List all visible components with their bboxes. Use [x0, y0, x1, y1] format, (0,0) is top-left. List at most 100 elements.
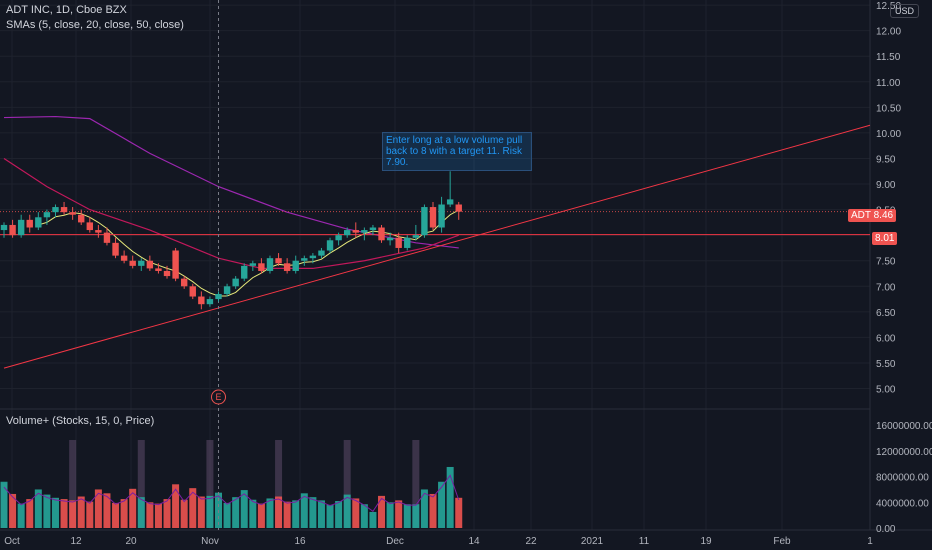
volume-tick-label: 16000000.00	[876, 421, 932, 432]
time-tick-label: 11	[639, 536, 650, 547]
candle-body	[446, 199, 454, 205]
candle-body	[369, 227, 377, 231]
time-tick-label: 14	[468, 536, 480, 547]
candle-body	[112, 242, 119, 256]
volume-ghost-bar	[343, 439, 351, 528]
volume-bar	[197, 496, 205, 528]
candle-body	[17, 219, 25, 236]
annotation-note[interactable]: Enter long at a low volume pull back to …	[382, 132, 532, 171]
ticker-badge: ADT 8.46	[848, 209, 897, 222]
volume-ghost-bar	[137, 439, 145, 528]
candle-body	[198, 296, 205, 305]
candle-body	[172, 250, 179, 279]
volume-bar	[51, 497, 59, 528]
price-tick-label: 9.50	[876, 154, 896, 165]
volume-bar	[17, 503, 25, 528]
time-tick-label: 19	[700, 536, 712, 547]
volume-bar	[112, 502, 120, 528]
sma5-line	[38, 209, 459, 297]
time-tick-label: 22	[525, 536, 537, 547]
volume-bar	[120, 499, 128, 528]
volume-legend[interactable]: Volume+ (Stocks, 15, 0, Price)	[6, 415, 155, 427]
volume-bar	[369, 511, 377, 528]
volume-average-line	[3, 474, 460, 513]
volume-bar	[34, 489, 42, 528]
candle-body	[352, 230, 359, 233]
candle-body	[429, 207, 437, 228]
volume-bar	[223, 502, 231, 528]
candle-body	[35, 217, 42, 228]
volume-bar	[43, 494, 51, 528]
volume-bar	[69, 500, 77, 528]
last-price-badge: 8.46	[873, 210, 894, 221]
volume-bar	[129, 488, 137, 528]
candle-body	[249, 263, 257, 266]
volume-ghost-bar	[275, 439, 283, 528]
price-tick-label: 10.00	[876, 129, 901, 140]
candle-body	[163, 270, 171, 277]
price-tick-label: 5.50	[876, 359, 896, 370]
volume-bar	[317, 500, 325, 528]
candle-body	[361, 230, 368, 233]
candle-body	[258, 263, 265, 271]
currency-label[interactable]: USD	[890, 4, 920, 18]
candle-body	[215, 293, 222, 300]
candle-body	[421, 207, 428, 236]
candle-body	[95, 230, 102, 233]
grid	[0, 0, 871, 530]
volume-tick-label: 12000000.00	[876, 447, 932, 458]
volume-bar	[343, 494, 351, 528]
candle-body	[0, 224, 8, 231]
volume-bar	[283, 501, 291, 528]
candle-body	[60, 207, 68, 213]
volume-bar	[180, 499, 188, 528]
candle-body	[283, 263, 291, 271]
volume-bar	[189, 488, 197, 528]
candle-body	[404, 237, 411, 248]
volume-tick-label: 4000000.00	[876, 498, 929, 509]
volume-bar	[137, 497, 145, 528]
time-tick-label: Nov	[201, 536, 219, 547]
candle-body	[120, 255, 128, 261]
volume-bar	[275, 496, 283, 528]
volume-bar	[26, 499, 34, 528]
candle-body	[412, 235, 420, 238]
volume-bar	[395, 500, 403, 528]
sma-legend[interactable]: SMAs (5, close, 20, close, 50, close)	[6, 19, 184, 31]
time-tick-label: 16	[294, 536, 306, 547]
price-tick-label: 9.00	[876, 180, 896, 191]
candles	[0, 171, 462, 310]
earnings-marker-icon[interactable]	[211, 389, 226, 405]
volume-bar	[403, 504, 411, 528]
volume-bar	[429, 493, 437, 528]
candle-body	[9, 224, 16, 236]
volume-bar	[240, 490, 248, 528]
candle-body	[266, 258, 274, 271]
candle-body	[455, 204, 462, 212]
candle-body	[438, 204, 445, 228]
volume-ghost-bar	[206, 439, 214, 528]
volume-pane	[0, 439, 463, 528]
volume-bar	[386, 502, 394, 528]
volume-bar	[60, 499, 68, 528]
candle-body	[232, 278, 239, 287]
candle-body	[223, 286, 231, 294]
symbol-title[interactable]: ADT INC, 1D, Cboe BZX	[6, 4, 127, 16]
sma20-line	[3, 157, 459, 270]
volume-bar	[352, 498, 360, 528]
volume-bar	[154, 503, 162, 528]
time-tick-label: Dec	[386, 536, 404, 547]
volume-bar	[309, 497, 317, 528]
price-tick-label: 11.00	[876, 78, 901, 89]
candle-body	[326, 240, 334, 251]
volume-bar	[266, 498, 274, 528]
candle-body	[138, 260, 145, 266]
candle-body	[103, 232, 111, 243]
volume-bar	[326, 504, 334, 528]
volume-ghost-bar	[69, 439, 77, 528]
volume-bar	[0, 481, 8, 528]
volume-bar	[86, 501, 94, 528]
volume-bar	[146, 502, 154, 528]
volume-bar	[94, 489, 102, 528]
